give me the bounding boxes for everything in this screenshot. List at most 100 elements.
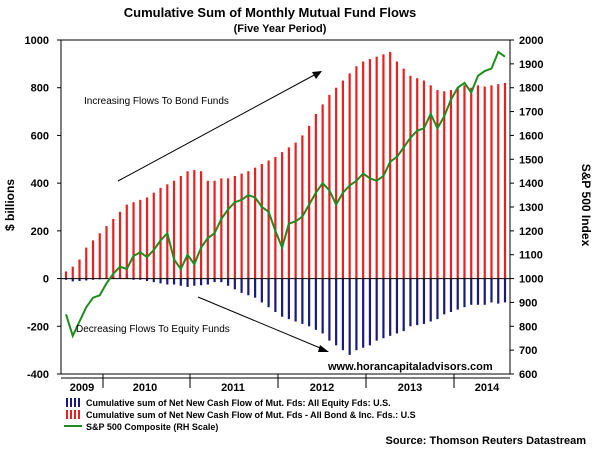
bond-bar [328, 95, 330, 279]
right-tick-label: 1500 [519, 154, 543, 166]
bond-bar [403, 69, 405, 279]
bond-bar [396, 61, 398, 278]
legend: Cumulative sum of Net New Cash Flow of M… [64, 398, 416, 432]
year-label: 2011 [221, 382, 245, 394]
equity-bar [457, 279, 459, 310]
bond-bar [200, 171, 202, 278]
equity-bar [389, 279, 391, 336]
equity-bar [274, 279, 276, 312]
equity-bar [153, 279, 155, 283]
annotation-equity: Decreasing Flows To Equity Funds [76, 324, 230, 335]
left-tick-label: 400 [31, 178, 49, 190]
bond-bar [92, 240, 94, 278]
bond-bar [153, 193, 155, 279]
bond-bar [139, 200, 141, 279]
legend-swatch-bond [66, 410, 80, 419]
bond-bar [146, 197, 148, 278]
equity-bar [470, 279, 472, 305]
bond-bar [450, 90, 452, 278]
right-tick-label: 1000 [519, 274, 543, 286]
left-tick-label: -400 [27, 369, 49, 381]
bond-bar [490, 85, 492, 278]
bond-bar [315, 114, 317, 279]
equity-bar [349, 279, 351, 355]
bond-bar [497, 84, 499, 278]
equity-bar [301, 279, 303, 324]
annotation-bond: Increasing Flows To Bond Funds [84, 96, 229, 107]
chart-title: Cumulative Sum of Monthly Mutual Fund Fl… [124, 5, 417, 20]
bond-bar [416, 78, 418, 278]
year-label: 2010 [133, 382, 157, 394]
equity-bar [227, 279, 229, 286]
bond-bar [355, 66, 357, 278]
equity-bar [180, 279, 182, 286]
bond-bar [322, 104, 324, 278]
equity-bar [477, 279, 479, 305]
bond-bar [132, 202, 134, 278]
equity-bar [504, 279, 506, 303]
equity-bar [166, 279, 168, 285]
equity-bar [315, 279, 317, 330]
x-axis-year-labels: 2009 2010 2011 2012 2013 2014 [70, 374, 500, 394]
equity-bar [423, 279, 425, 324]
equity-bar [207, 279, 209, 285]
right-tick-label: 1100 [519, 250, 543, 262]
equity-bar [335, 279, 337, 346]
bond-bar [247, 171, 249, 278]
bond-bar [180, 176, 182, 279]
equity-bar [288, 279, 290, 320]
equity-bar [200, 279, 202, 286]
chart-subtitle: (Five Year Period) [234, 23, 327, 35]
bond-bar [288, 147, 290, 278]
website-label: www.horancapitaladvisors.com [327, 361, 493, 373]
equity-bar [484, 279, 486, 305]
right-tick-label: 700 [519, 345, 537, 357]
equity-bar [234, 279, 236, 290]
bond-bar [301, 135, 303, 278]
bond-bar [281, 152, 283, 278]
right-tick-label: 1200 [519, 226, 543, 238]
equity-bar [281, 279, 283, 317]
equity-bar [403, 279, 405, 331]
bond-bar [166, 184, 168, 278]
equity-bar [254, 279, 256, 298]
bond-bar [241, 174, 243, 279]
left-tick-label: 600 [31, 130, 49, 142]
right-tick-label: 800 [519, 321, 537, 333]
equity-bar [213, 279, 215, 283]
bond-bar [105, 226, 107, 278]
bond-bar [484, 87, 486, 279]
equity-bar [186, 279, 188, 287]
right-tick-label: 900 [519, 297, 537, 309]
equity-bar [342, 279, 344, 351]
equity-bar [308, 279, 310, 327]
right-tick-label: 1700 [519, 107, 543, 119]
left-tick-label: 800 [31, 83, 49, 95]
bond-bar [335, 88, 337, 279]
equity-bar [409, 279, 411, 327]
right-axis-title: S&P 500 Index [579, 164, 593, 247]
bond-bar [423, 81, 425, 279]
bond-bar [227, 178, 229, 278]
left-tick-label: -200 [27, 321, 49, 333]
year-label: 2013 [398, 382, 422, 394]
right-tick-label: 1600 [519, 130, 543, 142]
left-axis: 1000 800 600 400 200 0 -200 -400 [25, 35, 61, 381]
right-tick-label: 1800 [519, 83, 543, 95]
bond-bar [457, 88, 459, 279]
legend-label-sp500: S&P 500 Composite (RH Scale) [86, 422, 218, 432]
left-tick-label: 0 [43, 274, 49, 286]
equity-bar [241, 279, 243, 293]
right-tick-label: 1400 [519, 178, 543, 190]
legend-label-bond: Cumulative sum of Net New Cash Flow of M… [86, 410, 416, 420]
equity-bar [193, 279, 195, 286]
right-tick-label: 1900 [519, 59, 543, 71]
right-tick-label: 600 [519, 369, 537, 381]
right-axis: 2000190018001700160015001400130012001100… [510, 35, 543, 381]
equity-bar [430, 279, 432, 322]
equity-bar [436, 279, 438, 320]
year-label: 2009 [70, 382, 94, 394]
bond-bar [477, 85, 479, 278]
